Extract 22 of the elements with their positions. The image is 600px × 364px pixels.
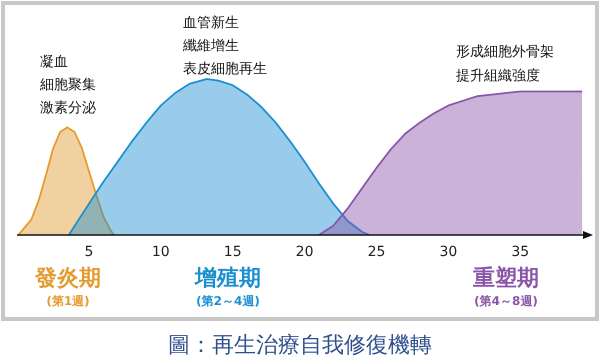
text: 纖維增生 bbox=[182, 38, 239, 54]
text: 圖：再生治療自我修復機轉 bbox=[168, 333, 432, 358]
text: (第2～4週) bbox=[196, 294, 260, 308]
text: 血管新生 bbox=[183, 15, 239, 31]
annotation: 激素分泌 bbox=[40, 100, 96, 116]
text: (第1週) bbox=[46, 294, 90, 308]
series-label: 發炎期 bbox=[34, 266, 101, 291]
series-label: 增殖期 bbox=[194, 266, 261, 291]
x-tick-label: 35 bbox=[511, 244, 530, 260]
text: 形成細胞外骨架 bbox=[456, 44, 554, 60]
x-tick-label: 20 bbox=[296, 244, 314, 260]
x-tick-label: 10 bbox=[152, 244, 170, 260]
text: 凝血 bbox=[40, 54, 68, 70]
text: (第4～8週) bbox=[474, 294, 538, 308]
x-tick-label: 25 bbox=[368, 244, 386, 260]
text: 表皮細胞再生 bbox=[183, 61, 267, 77]
x-tick-label: 5 bbox=[84, 244, 94, 260]
annotation: 提升組織強度 bbox=[456, 68, 540, 84]
x-tick-label: 15 bbox=[224, 244, 242, 260]
series-label: 重塑期 bbox=[472, 265, 539, 291]
annotation: 細胞聚集 bbox=[39, 77, 96, 93]
x-tick-label: 30 bbox=[439, 244, 458, 260]
